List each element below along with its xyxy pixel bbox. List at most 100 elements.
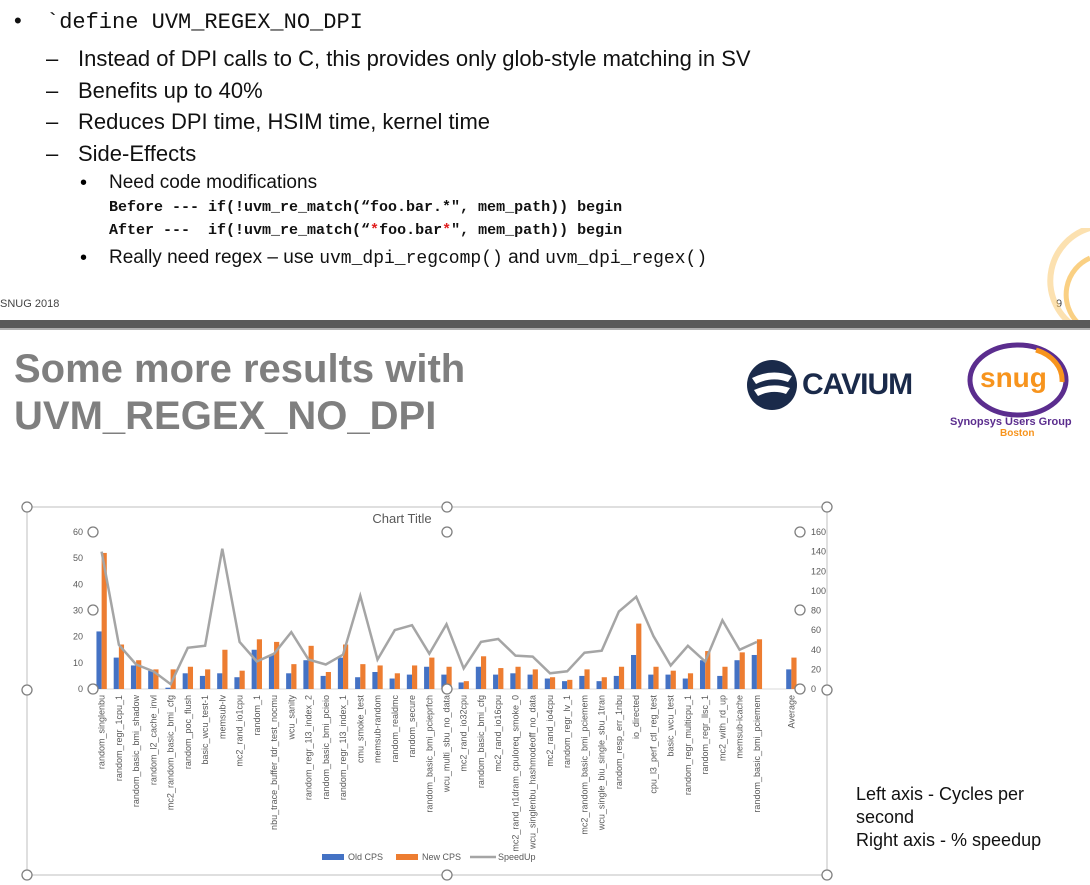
bar-new-cps	[670, 670, 676, 689]
bar-new-cps	[722, 666, 728, 689]
subsub-dot-2: •	[80, 247, 88, 269]
bar-new-cps	[705, 651, 711, 689]
code-after-part-2: foo.bar	[379, 222, 443, 239]
x-tick-label: mc2_random_basic_bmi_pciemem	[579, 695, 589, 835]
x-tick-label: random_singlenbu	[97, 695, 107, 769]
bar-old-cps	[424, 666, 430, 689]
bar-new-cps	[601, 677, 607, 689]
bar-old-cps	[182, 673, 188, 689]
x-tick-label: random_resp_err_1nbu	[614, 695, 624, 789]
selection-handle	[441, 501, 453, 513]
slide-separator	[0, 320, 1090, 328]
legend-swatch-new	[396, 854, 418, 860]
bar-new-cps	[567, 679, 573, 689]
left-tick-label: 10	[73, 658, 83, 668]
x-tick-label: random_basic_bmi_pciemem	[752, 695, 762, 813]
bar-old-cps	[251, 649, 257, 689]
bar-new-cps	[515, 666, 521, 689]
x-tick-label: wcu_sanity	[286, 695, 296, 741]
x-tick-label: random_basic_bmi_pcieio	[321, 695, 331, 800]
main-bullet-marker: •	[14, 8, 22, 33]
bar-new-cps	[325, 671, 331, 689]
bar-new-cps	[584, 669, 590, 689]
x-tick-label: mc2_with_rd_up	[717, 695, 727, 761]
bar-old-cps	[648, 674, 654, 689]
bar-old-cps	[148, 670, 154, 689]
bar-new-cps	[739, 652, 745, 689]
bar-old-cps	[562, 681, 568, 689]
axis-note-1: Left axis - Cycles per	[856, 784, 1025, 804]
x-tick-label: memsub-random	[373, 695, 383, 763]
sub-item-4: Side-Effects	[78, 141, 197, 166]
code-after-star-2: *	[442, 222, 452, 239]
bar-old-cps	[458, 682, 464, 689]
chart-title: Chart Title	[372, 511, 431, 526]
x-tick-label: mc2_rand_n1dram_cpuloreq_smoke_0	[510, 695, 520, 852]
x-tick-label: random_basic_bmi_cfg	[476, 695, 486, 788]
left-tick-label: 0	[78, 684, 83, 694]
x-tick-label: random_regr_1l3_index_2	[304, 695, 314, 800]
x-tick-label: io_directed	[631, 695, 641, 739]
code-after-part-1: After --- if(!uvm_re_match(“	[109, 222, 371, 239]
subsub-item-1: Need code modifications	[109, 172, 318, 193]
bar-old-cps	[406, 674, 413, 689]
selection-handle	[821, 869, 833, 881]
bar-new-cps	[136, 660, 142, 689]
bar-new-cps	[101, 552, 107, 689]
right-tick-label: 40	[811, 645, 821, 655]
snug-location: Boston	[1000, 428, 1035, 439]
axis-note-2: second	[856, 807, 915, 827]
x-tick-label: random_secure	[407, 695, 417, 758]
x-tick-label: mc2_rand_io32cpu	[459, 695, 469, 772]
snug-logo-text: snug	[980, 362, 1047, 393]
subsub-dot-1: •	[80, 172, 88, 194]
regcomp-code: uvm_dpi_regcomp()	[319, 249, 503, 269]
bar-new-cps	[756, 639, 763, 689]
bar-old-cps	[544, 678, 550, 689]
chart[interactable]: Chart Title 0 10 20 30 40 50 60 0 20 40 60 80 100 120…	[0, 490, 850, 885]
bar-old-cps	[613, 675, 619, 689]
selection-handle	[87, 683, 99, 695]
bar-old-cps	[734, 660, 740, 689]
dash-3: –	[46, 109, 59, 134]
left-tick-label: 30	[73, 606, 83, 616]
bar-old-cps	[441, 674, 447, 689]
legend-label-old: Old CPS	[348, 852, 383, 862]
x-tick-label: random_poc_flush	[183, 695, 193, 769]
subsub-item-2: Really need regex – use uvm_dpi_regcomp(…	[109, 247, 707, 269]
bar-new-cps	[446, 666, 452, 689]
bar-new-cps	[653, 666, 659, 689]
x-tick-label: Average	[786, 695, 796, 728]
bar-new-cps	[480, 656, 487, 689]
bar-old-cps	[303, 660, 309, 689]
selection-handle	[821, 684, 833, 696]
legend-label-speedup: SpeedUp	[498, 852, 536, 862]
bar-new-cps	[498, 668, 504, 689]
bar-old-cps	[355, 677, 361, 689]
bar-new-cps	[308, 645, 314, 689]
page-number: 9	[1056, 298, 1063, 310]
x-tick-label: mc2_rand_io16cpu	[493, 695, 503, 772]
bar-old-cps	[96, 631, 102, 689]
bar-old-cps	[389, 678, 395, 689]
legend-swatch-old	[322, 854, 344, 860]
subsub-item-2-and: and	[502, 247, 546, 268]
x-tick-label: nbu_trace_buffer_tdr_test_nocmu	[269, 695, 279, 830]
x-tick-label: random_basic_bmi_shadow	[131, 695, 141, 808]
x-tick-label: mc2_random_basic_bmi_cfg	[166, 695, 176, 810]
bar-old-cps	[682, 678, 688, 689]
right-tick-label: 20	[811, 664, 821, 674]
x-tick-label: random_basic_bmi_pcieprfch	[424, 695, 434, 813]
x-tick-label: wcu_singlenbu_hashmodeoff_no_data	[528, 695, 538, 850]
bar-old-cps	[217, 673, 223, 689]
cavium-logo-text: CAVIUM	[802, 368, 913, 401]
x-tick-label: random_realdmc	[390, 695, 400, 763]
x-tick-label: cpu_l3_perf_ctl_reg_test	[648, 695, 658, 794]
bar-new-cps	[687, 673, 694, 689]
sub-item-1: Instead of DPI calls to C, this provides…	[78, 46, 751, 71]
bar-old-cps	[786, 669, 792, 689]
dash-2: –	[46, 78, 59, 103]
selection-handle	[441, 526, 453, 538]
right-tick-label: 100	[811, 586, 826, 596]
x-tick-label: memsub-icache	[735, 695, 745, 759]
